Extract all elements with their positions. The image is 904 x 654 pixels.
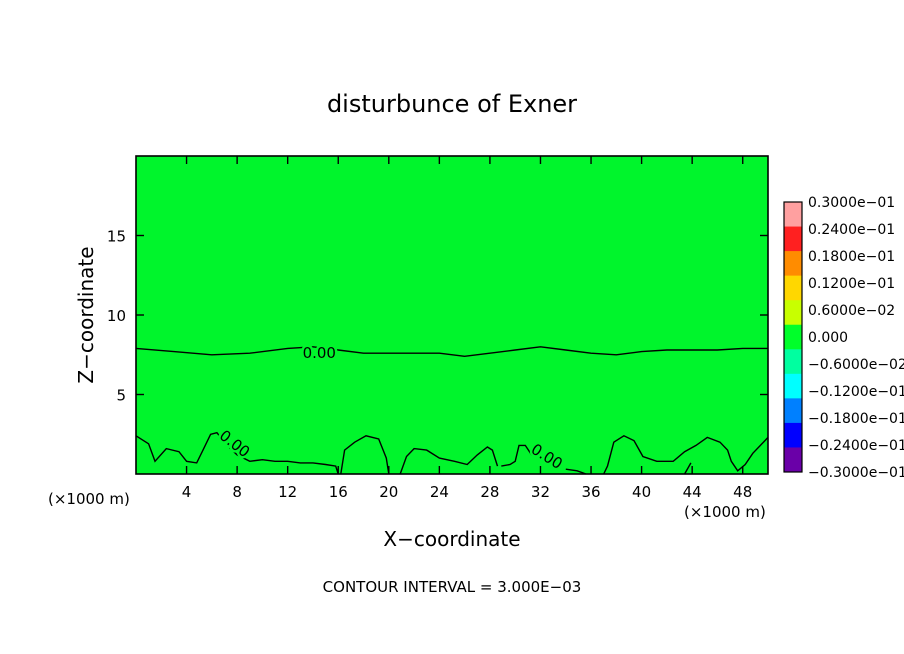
colorbar-swatch xyxy=(784,398,802,424)
x-tick-label: 4 xyxy=(182,483,192,501)
y-tick-label: 10 xyxy=(107,307,126,325)
x-tick-label: 32 xyxy=(531,483,550,501)
x-tick-label: 44 xyxy=(683,483,702,501)
x-tick-label: 24 xyxy=(430,483,449,501)
colorbar-label: 0.3000e−01 xyxy=(808,195,895,211)
x-tick-label: 28 xyxy=(480,483,499,501)
colorbar-label: 0.1800e−01 xyxy=(808,249,895,265)
contour-interval-text: CONTOUR INTERVAL = 3.000E−03 xyxy=(323,578,582,596)
contour-line-2 xyxy=(340,435,390,475)
colorbar-label: 0.1200e−01 xyxy=(808,276,895,292)
colorbar-label: −0.6000e−02 xyxy=(808,357,904,373)
contour-line-1 xyxy=(135,431,339,475)
colorbar-label: −0.1200e−01 xyxy=(808,384,904,400)
colorbar-swatch xyxy=(784,349,802,375)
x-axis-label: X−coordinate xyxy=(383,527,520,551)
contour-line-6 xyxy=(603,435,769,475)
contour-line-0 xyxy=(135,346,768,358)
x-tick-label: 12 xyxy=(278,483,297,501)
chart-title: disturbunce of Exner xyxy=(327,90,577,118)
colorbar-label: −0.2400e−01 xyxy=(808,438,904,454)
colorbar-label: 0.000 xyxy=(808,330,848,346)
colorbar-frame xyxy=(783,201,803,473)
y-tick-label: 5 xyxy=(116,387,126,405)
y-tick-label: 15 xyxy=(107,228,126,246)
colorbar-swatch xyxy=(784,226,802,252)
colorbar-swatch xyxy=(784,251,802,277)
contour-line-5 xyxy=(565,468,587,475)
y-axis-label: Z−coordinate xyxy=(74,246,98,383)
x-tick-label: 48 xyxy=(733,483,752,501)
colorbar-label: −0.3000e−01 xyxy=(808,465,904,481)
contour-line-7 xyxy=(683,462,692,475)
colorbar-swatch xyxy=(784,447,802,473)
colorbar-swatch xyxy=(784,275,802,301)
x-tick-label: 16 xyxy=(329,483,348,501)
colorbar-swatch xyxy=(784,324,802,350)
colorbar-swatch xyxy=(784,373,802,399)
colorbar-label: 0.6000e−02 xyxy=(808,303,895,319)
plot-area-fill xyxy=(136,156,768,474)
colorbar-label: −0.1800e−01 xyxy=(808,411,904,427)
contour-label-0: 0.00 xyxy=(303,344,336,362)
colorbar-swatch xyxy=(784,422,802,448)
contour-line-3 xyxy=(399,446,499,475)
x-tick-label: 40 xyxy=(632,483,651,501)
x-unit-right: (×1000 m) xyxy=(684,503,766,521)
x-tick-label: 20 xyxy=(379,483,398,501)
colorbar-label: 0.2400e−01 xyxy=(808,222,895,238)
contour-line-4 xyxy=(501,444,539,467)
colorbar-swatch xyxy=(784,202,802,227)
x-unit-left: (×1000 m) xyxy=(48,490,130,508)
colorbar-swatch xyxy=(784,300,802,326)
x-axis-ticks: 4 8 12 16 20 24 28 32 36 40 44 48 xyxy=(182,156,752,501)
contour-lines xyxy=(135,346,769,475)
y-axis-ticks: 5 10 15 xyxy=(107,228,768,405)
colorbar: 0.3000e−01 0.2400e−01 0.1800e−01 0.1200e−01… xyxy=(783,195,904,481)
x-tick-label: 8 xyxy=(232,483,242,501)
x-tick-label: 36 xyxy=(581,483,600,501)
